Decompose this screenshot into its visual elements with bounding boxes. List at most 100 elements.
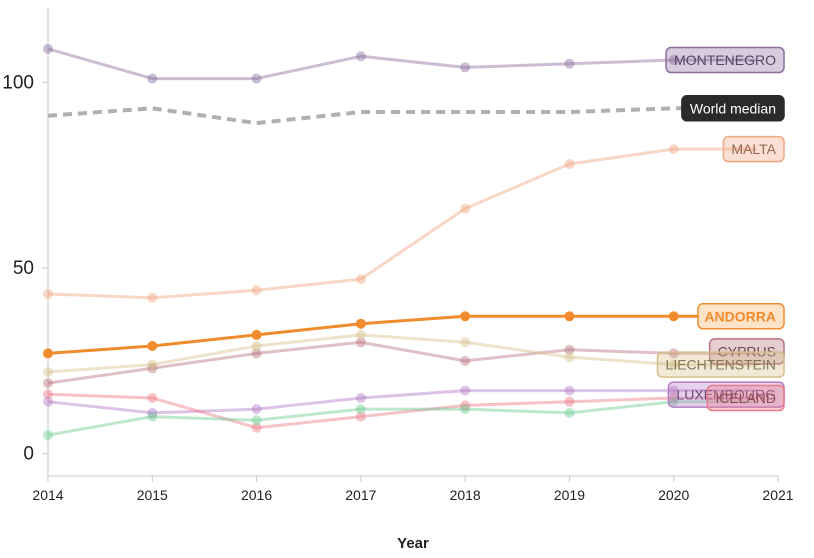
data-point [43,389,53,400]
series-line [47,340,758,385]
data-point [668,393,679,403]
series-line [47,400,758,437]
data-point [251,329,262,340]
data-point [460,62,471,73]
data-point [460,385,471,396]
series-line [47,47,758,81]
series-label: ANDORRA [697,303,785,330]
data-point [43,43,53,54]
data-point [355,337,366,348]
data-point [355,329,366,340]
data-point [668,396,679,407]
y-tick-label: 100 [2,72,34,93]
series-label-text: LIECHTENSTEIN [666,357,776,373]
data-point [147,73,158,84]
data-point [43,348,53,359]
data-point [147,363,158,374]
data-point [564,407,575,418]
data-point [43,430,53,441]
data-point [668,385,679,396]
series-label-box [706,384,785,412]
data-point [147,359,158,370]
x-tick-label: 2020 [658,487,689,503]
data-point [251,341,262,351]
series-label-text: LUXEMBOURG [676,387,776,403]
x-axis-title: Year [397,535,429,552]
data-point [251,348,262,359]
series-label-text: ICELAND [715,390,776,406]
data-point [460,311,471,322]
data-point [564,344,575,355]
data-point [460,355,471,366]
data-point [668,55,679,65]
data-point [668,144,679,155]
data-point [147,341,158,351]
data-point [564,159,575,169]
series-label: MONTENEGRO [665,46,785,74]
data-point [43,289,53,299]
y-tick-label: 50 [13,258,34,279]
data-point [355,51,366,62]
series-line [47,392,758,430]
data-point [564,396,575,407]
series-label-text: ANDORRA [704,308,776,324]
series-label-box [665,46,785,74]
data-point [355,274,366,285]
series-lines [47,47,758,437]
data-point [460,404,471,415]
data-point [564,385,575,396]
data-point [668,348,679,359]
data-point [147,292,158,303]
axes: 0 50 100 2014 2015 2016 2017 2018 2019 2020 2021 [2,8,794,503]
y-tick-label: 0 [23,444,34,465]
data-point [43,367,53,377]
data-point [147,393,158,403]
data-point [460,203,471,214]
data-point [251,285,262,296]
data-point [251,415,262,426]
series-label-text: MONTENEGRO [674,52,776,68]
x-tick-label: 2015 [137,487,168,503]
series-line-world-median [47,106,737,126]
series-label: ICELAND [706,384,785,412]
data-point [251,73,262,84]
series-line [47,389,758,415]
data-point [564,352,575,363]
data-point [564,58,575,69]
series-points [43,43,679,441]
series-label: LIECHTENSTEIN [656,351,785,378]
x-tick-label: 2021 [762,487,793,503]
data-point [147,411,158,422]
series-label-box [656,351,785,378]
data-point [355,318,366,329]
data-point [251,422,262,433]
data-point [668,359,679,370]
series-label-text: MALTA [731,141,776,157]
series-line [47,147,758,300]
x-tick-label: 2019 [554,487,585,503]
x-tick-label: 2016 [241,487,272,503]
data-point [355,404,366,415]
data-point [355,393,366,403]
data-point [251,404,262,415]
data-point [43,378,53,389]
data-point [355,411,366,422]
data-point [564,311,575,322]
series-label-box [697,303,785,330]
series-label: MALTA [722,135,785,163]
data-point [460,337,471,348]
data-point [147,407,158,418]
x-tick-label: 2017 [345,487,376,503]
series-label: World median [681,95,785,122]
data-point [460,400,471,411]
series-label-text: World median [690,100,776,116]
data-point [668,311,679,322]
series-line [47,314,758,355]
series-label: LUXEMBOURG [667,381,785,408]
series-label-box [722,135,785,163]
x-tick-label: 2018 [450,487,481,503]
series-label-box [681,95,785,122]
